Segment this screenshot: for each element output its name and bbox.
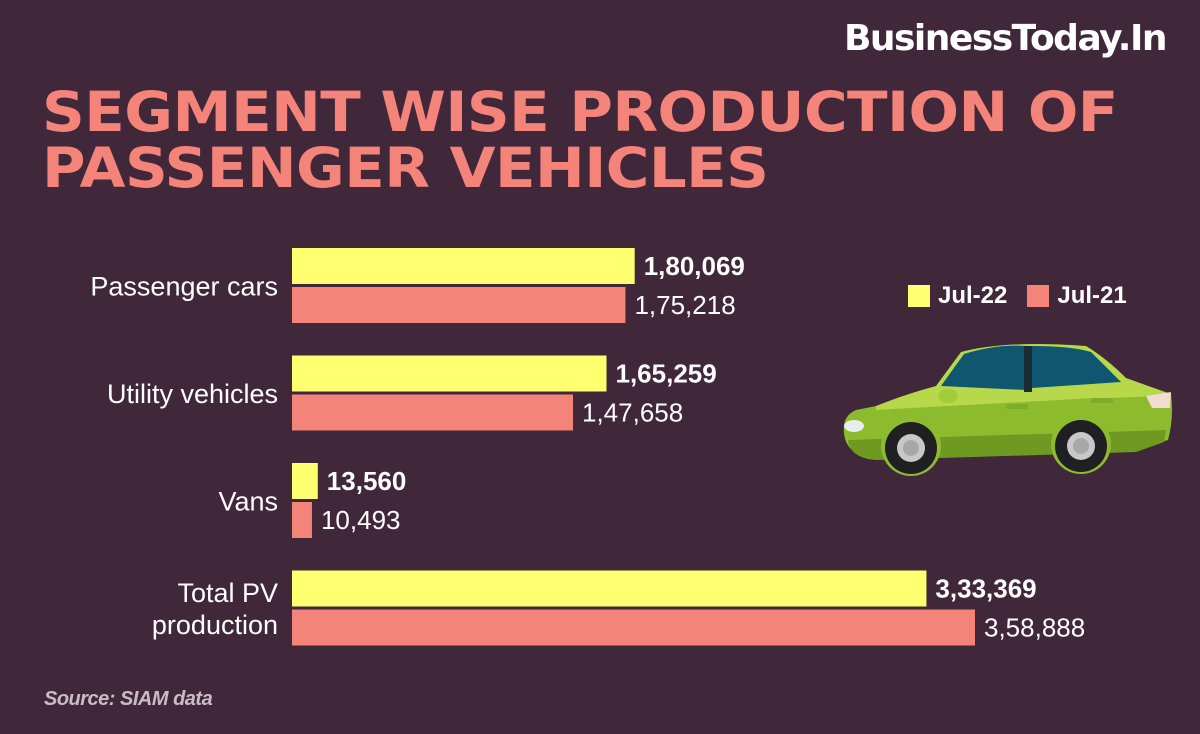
bar-jul-21-total-pv-production <box>292 609 975 646</box>
bar-jul-22-passenger-cars <box>292 248 635 284</box>
legend-item-jul21: Jul-21 <box>1027 282 1127 310</box>
value-label-jul-21-utility-vehicles: 1,47,658 <box>582 398 683 428</box>
value-label-jul-22-total-pv-production: 3,33,369 <box>935 574 1036 604</box>
legend-swatch-jul21 <box>1027 285 1050 307</box>
legend-item-jul22: Jul-22 <box>908 282 1007 310</box>
value-label-jul-21-total-pv-production: 3,58,888 <box>984 613 1085 643</box>
bar-jul-22-vans <box>292 463 318 499</box>
value-label-jul-21-passenger-cars: 1,75,218 <box>634 290 735 320</box>
category-label-utility-vehicles: Utility vehicles <box>107 379 278 409</box>
brand-logo: BusinessToday.In <box>843 18 1168 59</box>
bar-jul-22-utility-vehicles <box>292 355 607 392</box>
category-label-vans: Vans <box>218 487 278 517</box>
bar-jul-22-total-pv-production <box>292 570 927 607</box>
value-label-jul-21-vans: 10,493 <box>321 505 401 535</box>
bar-jul-21-vans <box>292 502 312 538</box>
legend-swatch-jul22 <box>908 285 930 307</box>
legend: Jul-22 Jul-21 <box>908 282 1137 310</box>
car-icon <box>843 344 1172 476</box>
category-label-passenger-cars: Passenger cars <box>90 272 278 302</box>
legend-label-jul22: Jul-22 <box>938 282 1008 309</box>
chart-title: SEGMENT WISE PRODUCTION OF PASSENGER VEH… <box>42 80 1118 200</box>
legend-label-jul21: Jul-21 <box>1057 282 1127 309</box>
value-label-jul-22-utility-vehicles: 1,65,259 <box>616 359 717 389</box>
value-label-jul-22-passenger-cars: 1,80,069 <box>644 251 745 281</box>
bar-jul-21-passenger-cars <box>292 287 626 323</box>
source-note: Source: SIAM data <box>44 688 213 710</box>
bar-jul-21-utility-vehicles <box>292 394 574 431</box>
category-label-total-pv-production: Total PV production <box>152 578 278 640</box>
value-label-jul-22-vans: 13,560 <box>327 466 407 496</box>
